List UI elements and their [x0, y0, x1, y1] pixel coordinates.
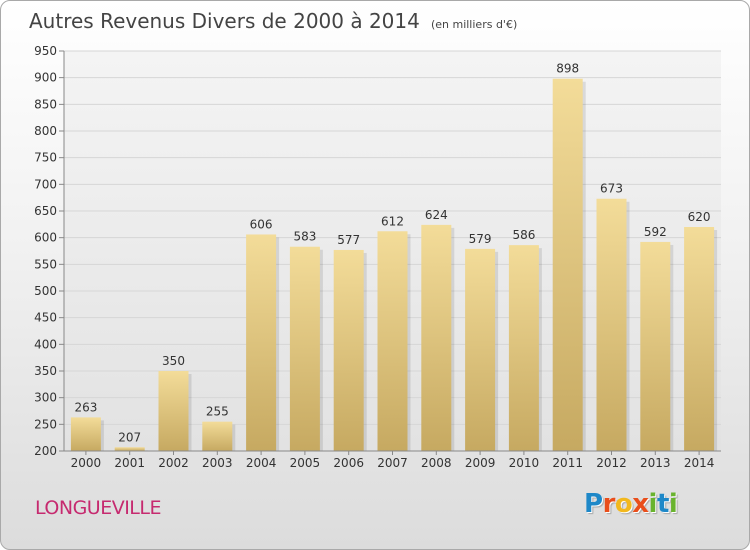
bar — [333, 249, 364, 451]
x-tick-label: 2001 — [114, 456, 145, 470]
logo-letter: t — [656, 489, 669, 519]
bar-value-label: 592 — [644, 225, 667, 239]
bar-value-label: 898 — [556, 62, 579, 76]
x-tick-label: 2000 — [71, 456, 102, 470]
bar-value-label: 612 — [381, 214, 404, 228]
x-tick-label: 2010 — [509, 456, 540, 470]
x-tick-label: 2006 — [333, 456, 364, 470]
location-name: LONGUEVILLE — [35, 497, 162, 519]
y-tick-label: 800 — [34, 124, 57, 138]
bar-value-label: 620 — [688, 210, 711, 224]
chart-title-row: Autres Revenus Divers de 2000 à 2014 (en… — [29, 9, 517, 33]
bar — [684, 227, 715, 451]
logo-letter: r — [602, 489, 616, 519]
bar — [421, 224, 452, 451]
proxiti-logo: Proxiti — [584, 489, 678, 519]
x-tick-label: 2011 — [552, 456, 583, 470]
logo-letter: o — [614, 489, 633, 519]
bar-value-label: 207 — [118, 430, 141, 444]
bar-value-label: 350 — [162, 354, 185, 368]
y-tick-label: 250 — [34, 417, 57, 431]
logo-letter: i — [648, 489, 658, 519]
axis-layer: 200 250 300 350 400 450 500 550 600 650 700 750 800 8… — [34, 44, 721, 470]
bar — [508, 245, 539, 451]
chart-title: Autres Revenus Divers de 2000 à 2014 — [29, 9, 420, 33]
bar-value-label: 586 — [512, 228, 535, 242]
y-tick-label: 400 — [34, 337, 57, 351]
x-tick-label: 2013 — [640, 456, 671, 470]
y-tick-label: 200 — [34, 444, 57, 458]
bar-value-label: 263 — [74, 400, 97, 414]
x-tick-label: 2008 — [421, 456, 452, 470]
x-tick-label: 2005 — [290, 456, 321, 470]
y-tick-label: 550 — [34, 257, 57, 271]
bar — [552, 78, 583, 451]
bar-value-label: 673 — [600, 182, 623, 196]
bar — [70, 417, 101, 451]
y-tick-label: 350 — [34, 364, 57, 378]
bar — [202, 421, 233, 451]
y-tick-label: 900 — [34, 71, 57, 85]
y-tick-label: 600 — [34, 231, 57, 245]
bar-chart: 263 207 350 255 606 583 577 612 624 579 586 898 673 5… — [34, 44, 721, 470]
y-tick-label: 700 — [34, 177, 57, 191]
bar — [158, 371, 189, 451]
y-tick-label: 500 — [34, 284, 57, 298]
x-tick-label: 2012 — [596, 456, 627, 470]
x-tick-label: 2002 — [158, 456, 189, 470]
bar-value-label: 579 — [469, 232, 492, 246]
bar — [289, 246, 320, 451]
logo-letter: i — [668, 489, 678, 519]
bar — [596, 198, 627, 451]
y-tick-label: 650 — [34, 204, 57, 218]
y-tick-label: 300 — [34, 391, 57, 405]
bar-value-label: 255 — [206, 405, 229, 419]
bar — [640, 241, 671, 451]
chart-subtitle: (en milliers d'€) — [430, 18, 518, 31]
logo-letter: x — [632, 489, 649, 519]
x-tick-label: 2007 — [377, 456, 408, 470]
bar — [246, 234, 277, 451]
y-tick-label: 750 — [34, 151, 57, 165]
bar-value-label: 577 — [337, 233, 360, 247]
x-tick-label: 2009 — [465, 456, 496, 470]
y-tick-label: 950 — [34, 44, 57, 58]
bars-layer — [70, 78, 718, 451]
bar-value-label: 624 — [425, 208, 448, 222]
logo-letter: P — [584, 489, 603, 519]
bar-value-label: 583 — [293, 230, 316, 244]
bar — [465, 248, 496, 451]
x-tick-label: 2004 — [246, 456, 277, 470]
x-tick-label: 2003 — [202, 456, 233, 470]
y-tick-label: 450 — [34, 311, 57, 325]
bar-value-label: 606 — [250, 217, 273, 231]
bar — [114, 447, 145, 451]
x-tick-label: 2014 — [684, 456, 715, 470]
bar — [377, 231, 408, 451]
labels-layer: 263 207 350 255 606 583 577 612 624 579 586 898 673 5… — [74, 62, 710, 445]
y-tick-label: 850 — [34, 97, 57, 111]
